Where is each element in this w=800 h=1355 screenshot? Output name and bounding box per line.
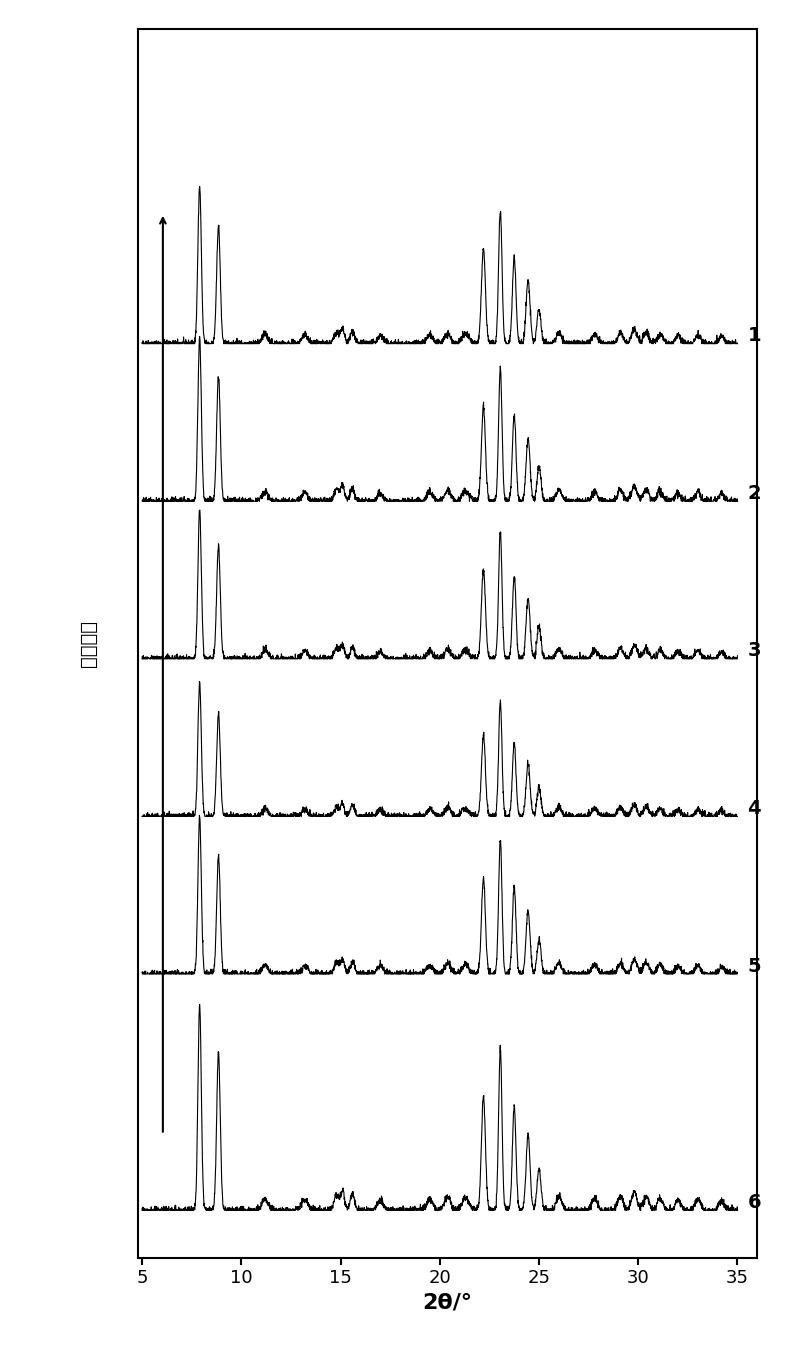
Text: 6: 6: [747, 1192, 761, 1211]
X-axis label: 2θ/°: 2θ/°: [422, 1293, 473, 1313]
Text: 3: 3: [747, 641, 761, 660]
Text: 5: 5: [747, 957, 761, 976]
Text: 4: 4: [747, 799, 761, 818]
Text: 1: 1: [747, 327, 761, 346]
Text: 2: 2: [747, 484, 761, 503]
Text: 衍射强度: 衍射强度: [79, 619, 98, 667]
